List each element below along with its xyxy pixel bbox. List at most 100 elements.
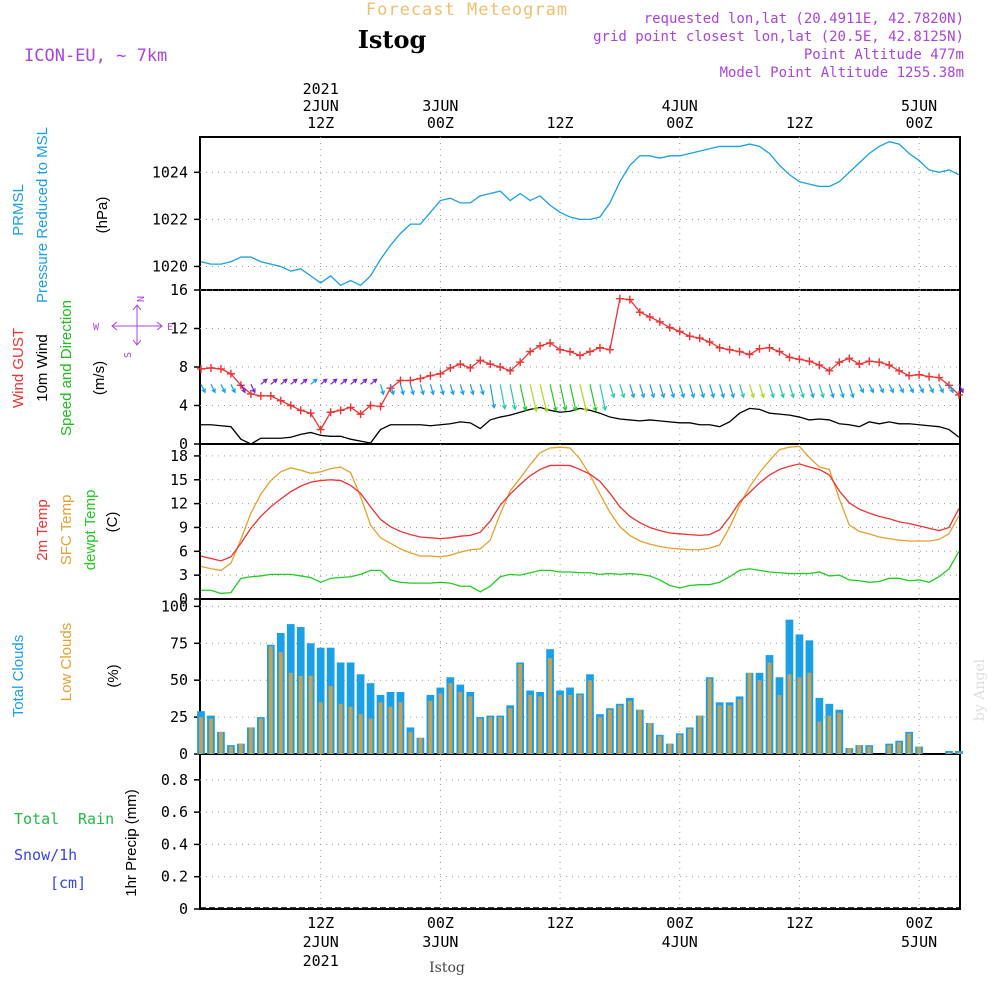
gust-point [216,364,225,373]
pressure-ytick-label: 1020 [152,257,188,275]
gust-point [835,358,844,367]
gust-point [765,343,774,352]
low-clouds-bar [458,692,463,754]
wind-direction-arrowhead [512,405,517,411]
gust-point [655,317,664,326]
wind-direction-arrowhead [543,407,549,413]
low-clouds-bar [777,694,782,754]
wind-direction-arrow [449,384,454,395]
gust-point [855,360,864,369]
wind-direction-arrowhead [800,393,805,399]
gust-point [206,363,215,372]
pressure-frame [199,136,961,291]
wind-direction-arrowhead [592,406,598,413]
wind-direction-arrow [230,384,236,393]
wind-direction-arrowhead [859,388,865,394]
gust-label: Wind GUST [10,328,27,408]
low-clouds-bar [588,680,592,754]
wind-direction-arrowhead [740,393,745,399]
wind-speed-dir-label: Speed and Direction [58,300,75,436]
low-clouds-bar [627,700,632,754]
clouds-ytick-label: 75 [170,634,188,652]
wind-direction-arrow [469,384,474,395]
pressure-ytick-label: 1024 [152,163,188,181]
gust-point [915,370,924,379]
gust-point [845,354,854,363]
gust-point [885,361,894,370]
total-clouds-bar [316,647,325,754]
low-clouds-bar [957,752,961,754]
wind-direction-arrowhead [700,393,706,399]
wind-direction-arrow [768,384,775,398]
bottom-time-label: 4JUN [662,933,698,951]
wind-direction-arrowhead [919,388,924,394]
low-clouds-bar [209,718,213,754]
wind-direction-arrowhead [562,406,568,412]
low-clouds-bar [518,663,523,754]
wind-direction-arrowhead [640,393,646,399]
wind-direction-arrow [579,384,587,412]
dewpt-label: dewpt Temp [82,490,99,571]
low-clouds-bar [248,727,253,754]
wind-direction-arrowhead [410,390,415,396]
wind-direction-arrowhead [650,393,656,399]
low-clouds-bar [199,717,203,754]
top-time-label: 2JUN [303,97,339,115]
panel-frames [199,136,961,910]
compass-s: S [123,352,134,358]
gust-point [576,351,584,360]
compass-arrows-icon [111,304,163,346]
total-clouds-label: Total Clouds [10,635,27,718]
temp-unit: (C) [104,512,121,533]
wind-direction-arrowhead [272,378,278,384]
wind-direction-arrowhead [780,393,785,399]
wind-direction-arrowhead [479,390,485,396]
wind-direction-arrow [908,384,914,393]
gust-point [226,369,235,378]
gust-point [785,353,794,362]
model-altitude: Model Point Altitude 1255.38m [720,65,964,81]
wind-direction-arrow [838,384,844,398]
precip-panel-labels: Total Rain Snow/1h [cm] 1hr Precip (mm) [14,789,140,897]
low-clouds-bar [787,674,792,754]
wind10m-line [201,406,960,445]
wind-direction-arrowhead [830,393,835,399]
wind-direction-arrowhead [602,405,608,412]
low-clouds-bar [807,672,812,754]
gust-point [585,347,594,356]
wind-direction-arrow [509,384,516,410]
wind-direction-arrowhead [420,390,425,396]
wind-direction-arrowhead [899,388,904,394]
wind-direction-arrowhead [720,393,726,399]
wind-direction-arrow [729,384,735,398]
gust-point [396,376,405,385]
temp-ytick-label: 18 [170,447,188,465]
gust-point [366,401,375,410]
low-clouds-bar [657,736,662,754]
wind-direction-arrowhead [251,388,256,394]
top-time-label: 4JUN [662,97,698,115]
gust-point [526,347,535,356]
wind-direction-arrowhead [332,378,338,384]
gust-point [516,358,525,367]
wind-direction-arrow [210,384,216,393]
low-clouds-bar [797,677,802,754]
gust-point [346,403,355,412]
wind-direction-arrowhead [533,407,538,413]
low-clouds-bar [378,702,383,754]
wind-direction-arrow [679,384,685,398]
wind-direction-arrowhead [211,388,216,394]
clouds-unit: (%) [105,664,122,687]
chart-marks [197,141,964,909]
snow-label: Snow/1h [14,846,77,864]
wind-direction-arrow [200,384,206,393]
wind-ytick-label: 12 [170,320,188,338]
low-clouds-bar [318,702,323,754]
low-clouds-bar [947,752,951,754]
product-title: Forecast Meteogram [366,0,568,20]
wind-direction-arrow [389,384,395,395]
temp-ytick-label: 12 [170,495,188,513]
top-time-label: 12Z [307,114,334,132]
low-clouds-bar [867,746,872,754]
clouds-ytick-label: 25 [170,708,188,726]
